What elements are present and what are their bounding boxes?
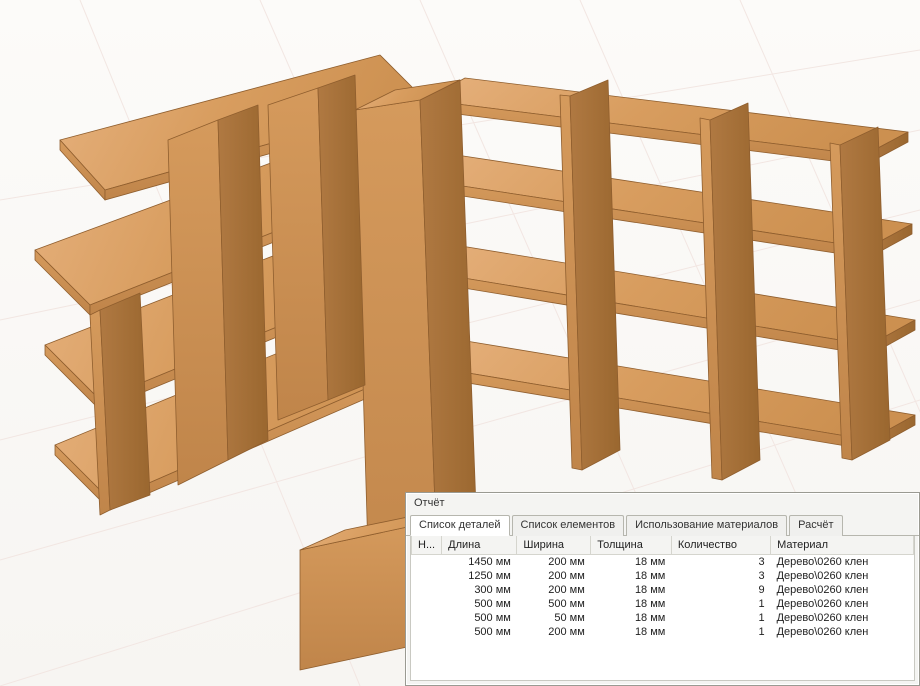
table-row[interactable]: 500 мм50 мм18 мм1Дерево\0260 клен [412,611,914,625]
table-row[interactable]: 1450 мм200 мм18 мм3Дерево\0260 клен [412,555,914,570]
tab-materials[interactable]: Использование материалов [626,515,787,536]
col-header-quantity[interactable]: Количество [671,536,770,555]
cell-quantity: 3 [671,555,770,570]
cell-quantity: 1 [671,625,770,639]
col-header-length[interactable]: Длина [442,536,517,555]
cell-length: 1250 мм [442,569,517,583]
cell-width: 200 мм [517,583,591,597]
cell-length: 500 мм [442,625,517,639]
cell-width: 200 мм [517,555,591,570]
cell-num [412,555,442,570]
cell-length: 500 мм [442,597,517,611]
cell-width: 500 мм [517,597,591,611]
cell-material: Дерево\0260 клен [771,555,914,570]
cell-thickness: 18 мм [591,569,672,583]
cell-quantity: 1 [671,611,770,625]
cell-width: 200 мм [517,625,591,639]
cell-num [412,569,442,583]
cell-quantity: 1 [671,597,770,611]
cell-num [412,597,442,611]
report-panel: Отчёт Список деталей Список елементов Ис… [405,492,920,686]
cell-num [412,625,442,639]
cell-material: Дерево\0260 клен [771,625,914,639]
cell-quantity: 3 [671,569,770,583]
cell-thickness: 18 мм [591,597,672,611]
cell-thickness: 18 мм [591,583,672,597]
cell-thickness: 18 мм [591,555,672,570]
cell-length: 1450 мм [442,555,517,570]
cell-length: 300 мм [442,583,517,597]
table-row[interactable]: 500 мм200 мм18 мм1Дерево\0260 клен [412,625,914,639]
table-row[interactable]: 1250 мм200 мм18 мм3Дерево\0260 клен [412,569,914,583]
col-header-thickness[interactable]: Толщина [591,536,672,555]
table-wrap: Н... Длина Ширина Толщина Количество Мат… [410,536,915,681]
table-row[interactable]: 500 мм500 мм18 мм1Дерево\0260 клен [412,597,914,611]
parts-table: Н... Длина Ширина Толщина Количество Мат… [411,536,914,639]
cell-material: Дерево\0260 клен [771,597,914,611]
cell-width: 50 мм [517,611,591,625]
table-row[interactable]: 300 мм200 мм18 мм9Дерево\0260 клен [412,583,914,597]
cell-material: Дерево\0260 клен [771,583,914,597]
tabs: Список деталей Список елементов Использо… [406,515,919,536]
col-header-width[interactable]: Ширина [517,536,591,555]
col-header-num[interactable]: Н... [412,536,442,555]
cell-length: 500 мм [442,611,517,625]
tab-calc[interactable]: Расчёт [789,515,842,536]
cell-material: Дерево\0260 клен [771,611,914,625]
tab-elements-list[interactable]: Список елементов [512,515,625,536]
cell-material: Дерево\0260 клен [771,569,914,583]
tab-parts-list[interactable]: Список деталей [410,515,510,536]
panel-title: Отчёт [406,493,919,513]
cell-width: 200 мм [517,569,591,583]
cell-quantity: 9 [671,583,770,597]
col-header-material[interactable]: Материал [771,536,914,555]
cell-num [412,583,442,597]
cell-thickness: 18 мм [591,625,672,639]
cell-num [412,611,442,625]
cell-thickness: 18 мм [591,611,672,625]
